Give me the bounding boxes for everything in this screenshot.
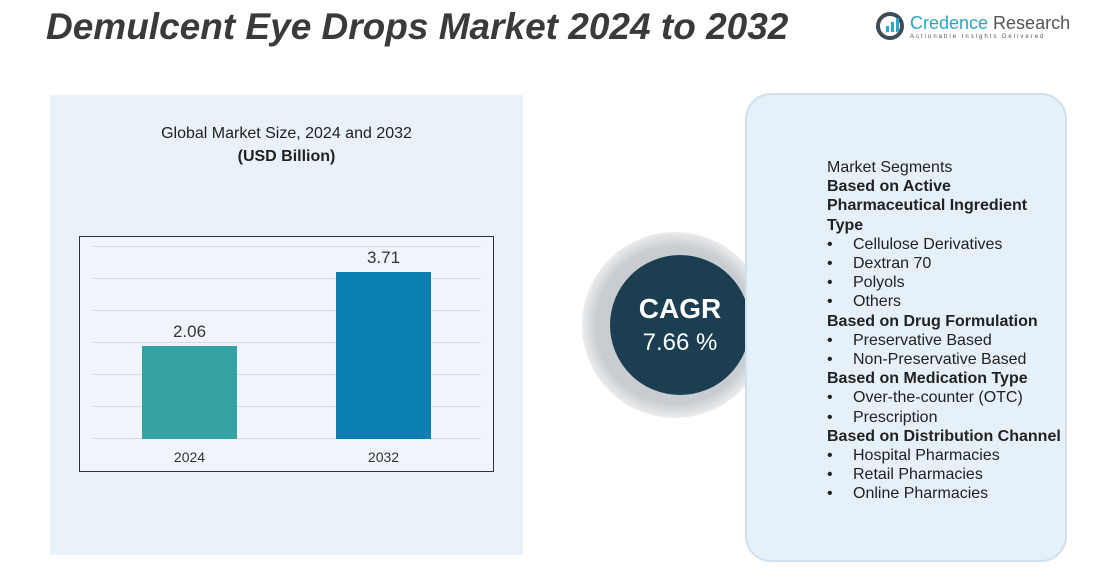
- segments-panel: Market Segments Based on Active Pharmace…: [745, 93, 1067, 562]
- data-label: 2.06: [172, 322, 207, 342]
- segment-group-title: Based on Medication Type: [827, 370, 1028, 388]
- segment-item: Polyols: [827, 273, 1067, 292]
- gridline: [92, 342, 481, 343]
- segments-heading: Market Segments: [827, 159, 953, 176]
- segment-group-title: Based on Distribution Channel: [827, 427, 1061, 445]
- segment-item: Retail Pharmacies: [827, 465, 1067, 484]
- gridline: [92, 278, 481, 279]
- segments-list: Market Segments Based on Active Pharmace…: [827, 158, 1067, 504]
- logo-name-2: Research: [988, 12, 1071, 33]
- gridline: [92, 310, 481, 311]
- gridline: [92, 246, 481, 247]
- bar-2024: [142, 346, 237, 439]
- segment-item: Dextran 70: [827, 254, 1067, 273]
- cagr-label: CAGR: [638, 293, 722, 324]
- chart-title: Global Market Size, 2024 and 2032: [161, 125, 412, 142]
- chart-subtitle: (USD Billion): [237, 148, 336, 165]
- cagr-value: 7.66 %: [642, 329, 718, 356]
- gridline: [92, 438, 481, 439]
- logo-tagline: Actionable Insights Delivered: [910, 33, 1046, 40]
- logo-chart-icon: [876, 12, 904, 40]
- segment-item: Cellulose Derivatives: [827, 235, 1067, 254]
- gridline: [92, 374, 481, 375]
- segment-item: Others: [827, 292, 1067, 311]
- segment-group-title: Based on Active Pharmaceutical Ingredien…: [827, 178, 1028, 234]
- segment-item: Preservative Based: [827, 331, 1067, 350]
- segment-group-title: Based on Drug Formulation: [827, 312, 1038, 330]
- x-tick-label: 2024: [173, 449, 206, 465]
- x-tick-label: 2032: [367, 449, 400, 465]
- segment-item: Hospital Pharmacies: [827, 446, 1067, 465]
- gridline: [92, 406, 481, 407]
- segment-item: Online Pharmacies: [827, 484, 1067, 503]
- logo-name: Credence: [910, 12, 989, 33]
- cagr-badge: CAGR 7.66 %: [610, 255, 750, 395]
- segment-item: Over-the-counter (OTC): [827, 388, 1067, 407]
- bar-chart: 2.06 2024 3.71 2032: [79, 236, 494, 472]
- data-label: 3.71: [366, 248, 401, 268]
- logo: Credence Research Actionable Insights De…: [876, 12, 1070, 40]
- segment-item: Non-Preservative Based: [827, 350, 1067, 369]
- bar-2032: [336, 272, 431, 439]
- page-title: Demulcent Eye Drops Market 2024 to 2032: [46, 6, 789, 47]
- segment-item: Prescription: [827, 408, 1067, 427]
